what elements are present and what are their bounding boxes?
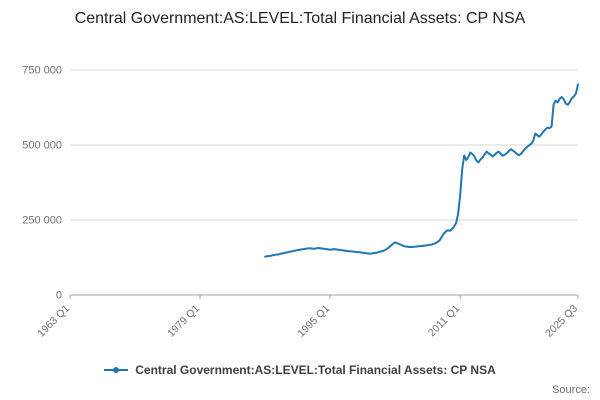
x-tick-label: 2011 Q1 bbox=[426, 303, 463, 340]
legend: Central Government:AS:LEVEL:Total Financ… bbox=[0, 363, 600, 377]
chart-title-text: Central Government:AS:LEVEL:Total Financ… bbox=[74, 10, 526, 27]
x-tick-label: 1995 Q1 bbox=[295, 303, 332, 340]
source-label: Source: bbox=[552, 384, 590, 396]
y-tick-label: 750 000 bbox=[22, 65, 62, 77]
legend-label: Central Government:AS:LEVEL:Total Financ… bbox=[135, 363, 496, 377]
x-tick-label: 1963 Q1 bbox=[35, 303, 72, 340]
y-tick-label: 250 000 bbox=[22, 215, 62, 227]
series-line bbox=[264, 83, 579, 258]
chart-title: Central Government:AS:LEVEL:Total Financ… bbox=[0, 8, 600, 29]
legend-line-marker-icon bbox=[104, 367, 129, 373]
y-tick-label: 500 000 bbox=[22, 140, 62, 152]
y-tick-label: 0 bbox=[56, 290, 62, 302]
x-tick-label: 1979 Q1 bbox=[165, 303, 202, 340]
x-tick-label: 2025 Q3 bbox=[543, 303, 580, 340]
